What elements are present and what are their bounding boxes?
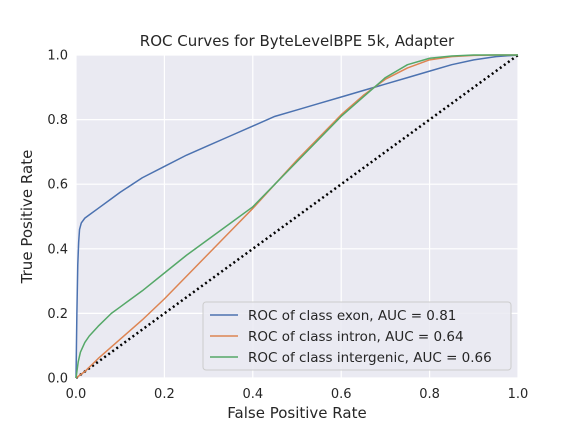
chance-diagonal-line: [75, 53, 519, 380]
series-line-3: [75, 54, 518, 379]
x-tick-labels: 0.0 0.2 0.4 0.6 0.8 1.0: [66, 387, 529, 402]
legend: ROC of class exon, AUC = 0.81 ROC of clas…: [202, 301, 512, 371]
y-tick-label: 0.2: [47, 307, 68, 322]
y-axis-label: True Positive Rate: [18, 150, 36, 285]
reference-line-layer: [75, 53, 519, 380]
y-tick-label: 0.0: [47, 372, 68, 387]
x-tick-label: 0.0: [66, 387, 87, 402]
y-tick-label: 0.8: [47, 113, 68, 128]
legend-label: ROC of class intergenic, AUC = 0.66: [248, 350, 492, 366]
y-tick-label: 0.6: [47, 178, 68, 193]
y-tick-label: 1.0: [47, 49, 68, 64]
x-axis-label: False Positive Rate: [227, 404, 366, 422]
x-tick-label: 1.0: [508, 387, 529, 402]
x-tick-label: 0.2: [154, 387, 175, 402]
y-tick-labels: 0.0 0.2 0.4 0.6 0.8 1.0: [47, 49, 68, 387]
x-tick-label: 0.8: [419, 387, 440, 402]
chart-title: ROC Curves for ByteLevelBPE 5k, Adapter: [140, 32, 455, 50]
series-layer: [75, 54, 519, 379]
x-tick-label: 0.4: [242, 387, 263, 402]
legend-box: [202, 301, 512, 371]
x-tick-label: 0.6: [331, 387, 352, 402]
series-line-1: [75, 54, 519, 379]
legend-label: ROC of class intron, AUC = 0.64: [248, 329, 464, 345]
legend-label: ROC of class exon, AUC = 0.81: [248, 308, 456, 324]
y-tick-label: 0.4: [47, 242, 68, 257]
